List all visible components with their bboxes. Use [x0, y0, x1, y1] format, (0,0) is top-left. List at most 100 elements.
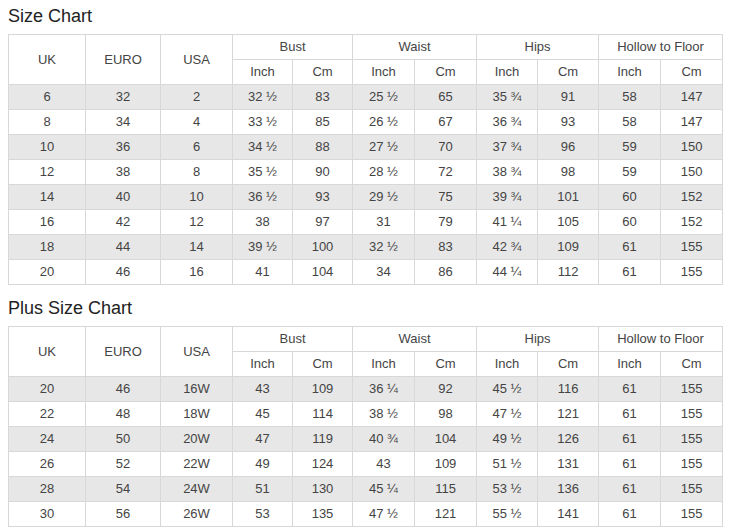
table-cell: 45 ½ — [477, 377, 538, 402]
table-cell: 112 — [538, 260, 599, 285]
table-cell: 100 — [293, 235, 353, 260]
subcolumn-header: Cm — [415, 60, 477, 85]
table-cell: 155 — [661, 477, 723, 502]
table-cell: 155 — [661, 377, 723, 402]
table-cell: 96 — [538, 135, 599, 160]
table-cell: 18W — [161, 402, 233, 427]
table-cell: 97 — [293, 210, 353, 235]
table-cell: 86 — [415, 260, 477, 285]
table-row: 285424W5113045 ¼11553 ½13661155 — [9, 477, 723, 502]
table-cell: 39 ½ — [233, 235, 293, 260]
table-cell: 8 — [161, 160, 233, 185]
table-cell: 32 — [86, 85, 161, 110]
table-cell: 22W — [161, 452, 233, 477]
table-cell: 141 — [538, 502, 599, 527]
table-cell: 12 — [9, 160, 86, 185]
table-cell: 50 — [86, 427, 161, 452]
table-cell: 20W — [161, 427, 233, 452]
group-column-header: Waist — [353, 327, 477, 352]
header-row: UKEUROUSABustWaistHipsHollow to Floor — [9, 327, 723, 352]
table-cell: 36 ½ — [233, 185, 293, 210]
column-header: UK — [9, 327, 86, 377]
table-cell: 136 — [538, 477, 599, 502]
table-cell: 90 — [293, 160, 353, 185]
table-row: 632232 ½8325 ½6535 ¾9158147 — [9, 85, 723, 110]
table-cell: 40 — [86, 185, 161, 210]
table-cell: 135 — [293, 502, 353, 527]
table-header: UKEUROUSABustWaistHipsHollow to FloorInc… — [9, 35, 723, 85]
table-cell: 31 — [353, 210, 415, 235]
table-cell: 67 — [415, 110, 477, 135]
table-cell: 46 — [86, 260, 161, 285]
table-body: 632232 ½8325 ½6535 ¾9158147834433 ½8526 … — [9, 85, 723, 285]
table-cell: 38 ¾ — [477, 160, 538, 185]
table-cell: 60 — [599, 185, 661, 210]
table-cell: 2 — [161, 85, 233, 110]
table-cell: 4 — [161, 110, 233, 135]
table-cell: 75 — [415, 185, 477, 210]
table-cell: 38 — [86, 160, 161, 185]
header-row: UKEUROUSABustWaistHipsHollow to Floor — [9, 35, 723, 60]
group-column-header: Hollow to Floor — [599, 35, 723, 60]
table-cell: 109 — [293, 377, 353, 402]
table-cell: 91 — [538, 85, 599, 110]
table-cell: 105 — [538, 210, 599, 235]
table-cell: 34 — [353, 260, 415, 285]
table-cell: 36 ¾ — [477, 110, 538, 135]
table-cell: 155 — [661, 402, 723, 427]
table-cell: 115 — [415, 477, 477, 502]
table-row: 1238835 ½9028 ½7238 ¾9859150 — [9, 160, 723, 185]
table-cell: 37 ¾ — [477, 135, 538, 160]
table-cell: 43 — [353, 452, 415, 477]
table-cell: 40 ¾ — [353, 427, 415, 452]
subcolumn-header: Cm — [661, 352, 723, 377]
table-cell: 35 ½ — [233, 160, 293, 185]
table-cell: 85 — [293, 110, 353, 135]
table-cell: 52 — [86, 452, 161, 477]
table-cell: 16W — [161, 377, 233, 402]
subcolumn-header: Cm — [415, 352, 477, 377]
table-cell: 155 — [661, 452, 723, 477]
table-cell: 14 — [161, 235, 233, 260]
table-cell: 114 — [293, 402, 353, 427]
table-cell: 33 ½ — [233, 110, 293, 135]
table-cell: 92 — [415, 377, 477, 402]
table-cell: 27 ½ — [353, 135, 415, 160]
column-header: EURO — [86, 327, 161, 377]
table-cell: 147 — [661, 110, 723, 135]
table-cell: 38 — [233, 210, 293, 235]
table-cell: 53 — [233, 502, 293, 527]
table-cell: 55 ½ — [477, 502, 538, 527]
table-cell: 47 ½ — [353, 502, 415, 527]
table-cell: 61 — [599, 452, 661, 477]
subcolumn-header: Inch — [477, 352, 538, 377]
table-cell: 6 — [161, 135, 233, 160]
table-cell: 59 — [599, 135, 661, 160]
table-cell: 26 — [9, 452, 86, 477]
group-column-header: Bust — [233, 35, 353, 60]
table-cell: 22 — [9, 402, 86, 427]
subcolumn-header: Inch — [353, 352, 415, 377]
table-header: UKEUROUSABustWaistHipsHollow to FloorInc… — [9, 327, 723, 377]
table-cell: 93 — [293, 185, 353, 210]
plus-size-chart-section: Plus Size Chart UKEUROUSABustWaistHipsHo… — [8, 298, 722, 527]
table-cell: 104 — [415, 427, 477, 452]
table-row: 1036634 ½8827 ½7037 ¾9659150 — [9, 135, 723, 160]
table-cell: 10 — [161, 185, 233, 210]
table-cell: 61 — [599, 402, 661, 427]
table-cell: 41 ¼ — [477, 210, 538, 235]
column-header: USA — [161, 35, 233, 85]
table-cell: 126 — [538, 427, 599, 452]
table-row: 305626W5313547 ½12155 ½14161155 — [9, 502, 723, 527]
table-cell: 46 — [86, 377, 161, 402]
table-cell: 59 — [599, 160, 661, 185]
group-column-header: Hollow to Floor — [599, 327, 723, 352]
table-cell: 47 — [233, 427, 293, 452]
table-cell: 155 — [661, 502, 723, 527]
table-cell: 25 ½ — [353, 85, 415, 110]
table-cell: 121 — [415, 502, 477, 527]
table-cell: 155 — [661, 427, 723, 452]
table-cell: 131 — [538, 452, 599, 477]
table-cell: 16 — [161, 260, 233, 285]
table-cell: 61 — [599, 260, 661, 285]
